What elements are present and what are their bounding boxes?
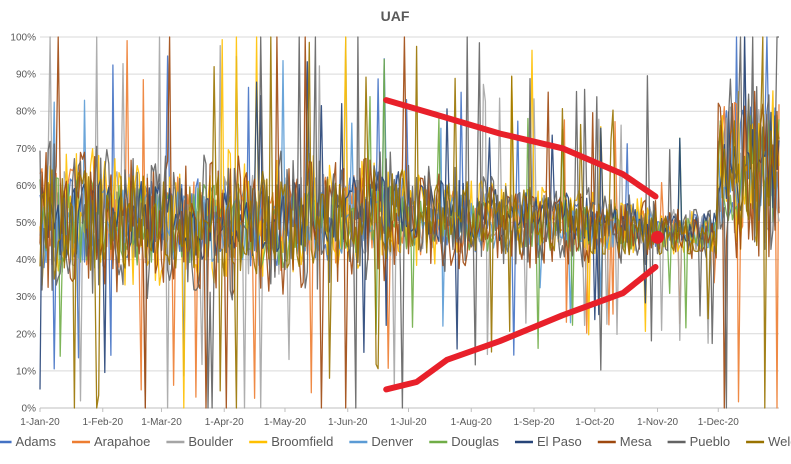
legend-label: Boulder [188, 434, 233, 449]
y-tick-label: 40% [16, 255, 36, 266]
series-line-mesa [39, 36, 780, 409]
legend-item-adams: Adams [0, 434, 56, 449]
y-tick-label: 80% [16, 107, 36, 118]
y-tick-label: 70% [16, 144, 36, 155]
y-tick-label: 30% [16, 292, 36, 303]
x-tick-label: 1-Jan-20 [20, 417, 60, 428]
annotation-line-1 [383, 264, 659, 393]
y-tick-label: 10% [16, 366, 36, 377]
x-tick-label: 1-Oct-20 [575, 417, 614, 428]
x-tick-label: 1-Jun-20 [328, 417, 368, 428]
x-tick-label: 1-Mar-20 [141, 417, 182, 428]
x-tick-label: 1-Feb-20 [82, 417, 123, 428]
chart-title: UAF [381, 8, 410, 24]
x-tick-label: 1-May-20 [264, 417, 307, 428]
y-tick-label: 60% [16, 181, 36, 192]
y-tick-label: 100% [10, 33, 36, 44]
legend-item-arapahoe: Arapahoe [72, 434, 150, 449]
x-tick-label: 1-Dec-20 [698, 417, 740, 428]
legend-item-douglas: Douglas [429, 434, 499, 449]
legend-item-mesa: Mesa [597, 434, 653, 449]
annotation-line-0 [383, 97, 659, 200]
y-tick-label: 0% [22, 404, 37, 415]
legend-label: El Paso [537, 434, 582, 449]
legend-label: Weld [768, 434, 791, 449]
legend-label: Pueblo [690, 434, 730, 449]
legend-item-weld: Weld [746, 434, 791, 449]
legend-label: Mesa [620, 434, 653, 449]
legend-item-denver: Denver [349, 434, 414, 449]
legend: Adams Arapahoe Boulder Broomfield Denver Doug… [0, 434, 791, 449]
annotations [383, 97, 665, 393]
x-tick-label: 1-Aug-20 [451, 417, 493, 428]
axes: 0% 10% 20% 30% 40% 50% 60% 70% 80% 90% 100% 1-Jan-2… [10, 33, 779, 428]
legend-label: Arapahoe [94, 434, 150, 449]
x-tick-label: 1-Nov-20 [637, 417, 679, 428]
y-tick-label: 90% [16, 70, 36, 81]
series-line-weld [39, 36, 780, 409]
legend-item-broomfield: Broomfield [249, 434, 333, 449]
legend-item-pueblo: Pueblo [667, 434, 730, 449]
x-tick-label: 1-Apr-20 [205, 417, 244, 428]
x-tick-label: 1-Sep-20 [513, 417, 555, 428]
x-tick-label: 1-Jul-20 [390, 417, 427, 428]
legend-label: Adams [16, 434, 57, 449]
legend-label: Broomfield [271, 434, 333, 449]
legend-label: Denver [371, 434, 414, 449]
annotation-point [651, 230, 665, 244]
y-tick-label: 20% [16, 329, 36, 340]
y-tick-label: 50% [16, 218, 36, 229]
legend-item-el-paso: El Paso [514, 434, 582, 449]
legend-item-boulder: Boulder [166, 434, 234, 449]
legend-label: Douglas [451, 434, 499, 449]
series-lines [39, 36, 780, 409]
